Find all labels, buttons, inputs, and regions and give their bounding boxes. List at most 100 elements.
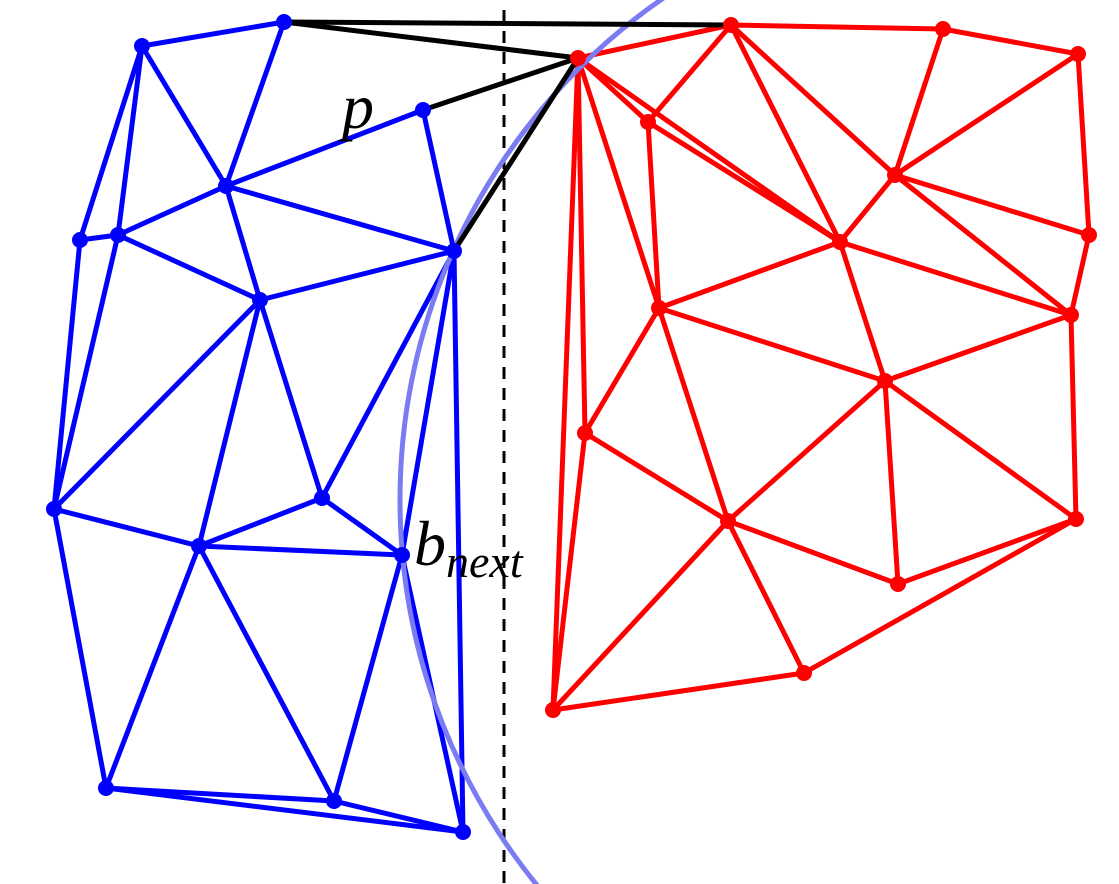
vertex xyxy=(832,234,848,250)
edge xyxy=(895,516,1079,587)
edge xyxy=(196,543,337,804)
vertex xyxy=(276,14,292,30)
vertex xyxy=(110,227,126,243)
edge xyxy=(331,552,405,804)
edge xyxy=(1068,312,1079,522)
vertex xyxy=(252,292,268,308)
edge xyxy=(420,107,457,254)
edge xyxy=(892,172,1074,318)
edge xyxy=(656,305,731,524)
edge xyxy=(399,248,457,558)
edge xyxy=(196,543,405,558)
edge xyxy=(257,297,325,501)
vertex xyxy=(1070,46,1086,62)
merge-edge xyxy=(281,19,734,28)
edge xyxy=(51,237,83,512)
edge xyxy=(1075,51,1092,238)
edge xyxy=(575,55,843,245)
edge xyxy=(103,785,466,835)
edge xyxy=(223,19,287,189)
vertex xyxy=(935,21,951,37)
vertex xyxy=(455,824,471,840)
label-subscript: next xyxy=(446,536,524,587)
edge xyxy=(223,107,426,189)
vertex xyxy=(570,50,586,66)
edge xyxy=(582,430,731,524)
vertex xyxy=(46,501,62,517)
vertex xyxy=(415,102,431,118)
edge xyxy=(331,798,466,835)
vertex xyxy=(326,793,342,809)
edge xyxy=(115,232,263,303)
edge xyxy=(223,183,263,303)
edge xyxy=(550,430,588,713)
edge xyxy=(575,22,734,61)
edge xyxy=(223,183,457,254)
edge xyxy=(115,43,145,238)
vertex xyxy=(191,538,207,554)
edge xyxy=(645,119,843,245)
edge xyxy=(940,26,1081,57)
vertex xyxy=(796,665,812,681)
edge xyxy=(892,51,1081,178)
edge xyxy=(837,239,888,384)
merge-edge xyxy=(420,55,581,113)
merge-edges xyxy=(281,19,734,254)
edge xyxy=(645,22,734,125)
vertex xyxy=(545,702,561,718)
edge xyxy=(725,518,901,587)
edge xyxy=(837,239,1074,318)
edge xyxy=(196,495,325,549)
merge-edge xyxy=(281,19,581,61)
edge xyxy=(725,378,888,524)
vertex xyxy=(446,243,462,259)
edge xyxy=(115,183,229,238)
vertex xyxy=(134,38,150,54)
edge xyxy=(319,248,457,501)
edge xyxy=(51,232,121,512)
vertex xyxy=(72,232,88,248)
merge-edge xyxy=(451,55,581,254)
vertex xyxy=(651,300,667,316)
vertex xyxy=(890,576,906,592)
edge xyxy=(575,55,662,311)
edge xyxy=(575,55,588,436)
edge xyxy=(725,518,807,676)
edge xyxy=(139,43,229,189)
edge xyxy=(882,378,901,587)
edge xyxy=(656,305,888,384)
edge xyxy=(257,248,457,303)
vertex xyxy=(394,547,410,563)
vertices xyxy=(46,14,1097,840)
vertex xyxy=(877,373,893,389)
edge xyxy=(892,26,946,178)
circumcircle xyxy=(397,0,666,884)
edge xyxy=(582,305,662,436)
vertex xyxy=(98,780,114,796)
edge xyxy=(196,297,263,549)
edge xyxy=(103,543,202,791)
label-base: b xyxy=(414,508,446,579)
vertex xyxy=(887,167,903,183)
label-p: p xyxy=(338,71,374,142)
edge xyxy=(728,22,946,32)
edge xyxy=(51,506,109,791)
edge xyxy=(728,22,843,245)
edge xyxy=(77,43,145,243)
edge xyxy=(892,172,1092,238)
edge xyxy=(882,378,1079,522)
edge xyxy=(550,518,731,713)
edge xyxy=(882,312,1074,384)
edge xyxy=(51,297,263,512)
vertex xyxy=(314,490,330,506)
edge xyxy=(656,239,843,311)
edge xyxy=(51,506,202,549)
edge xyxy=(728,22,898,178)
vertex xyxy=(1081,227,1097,243)
edge xyxy=(645,119,662,311)
edges xyxy=(51,19,1092,835)
edge xyxy=(1068,232,1092,318)
vertex xyxy=(577,425,593,441)
vertex xyxy=(1068,511,1084,527)
